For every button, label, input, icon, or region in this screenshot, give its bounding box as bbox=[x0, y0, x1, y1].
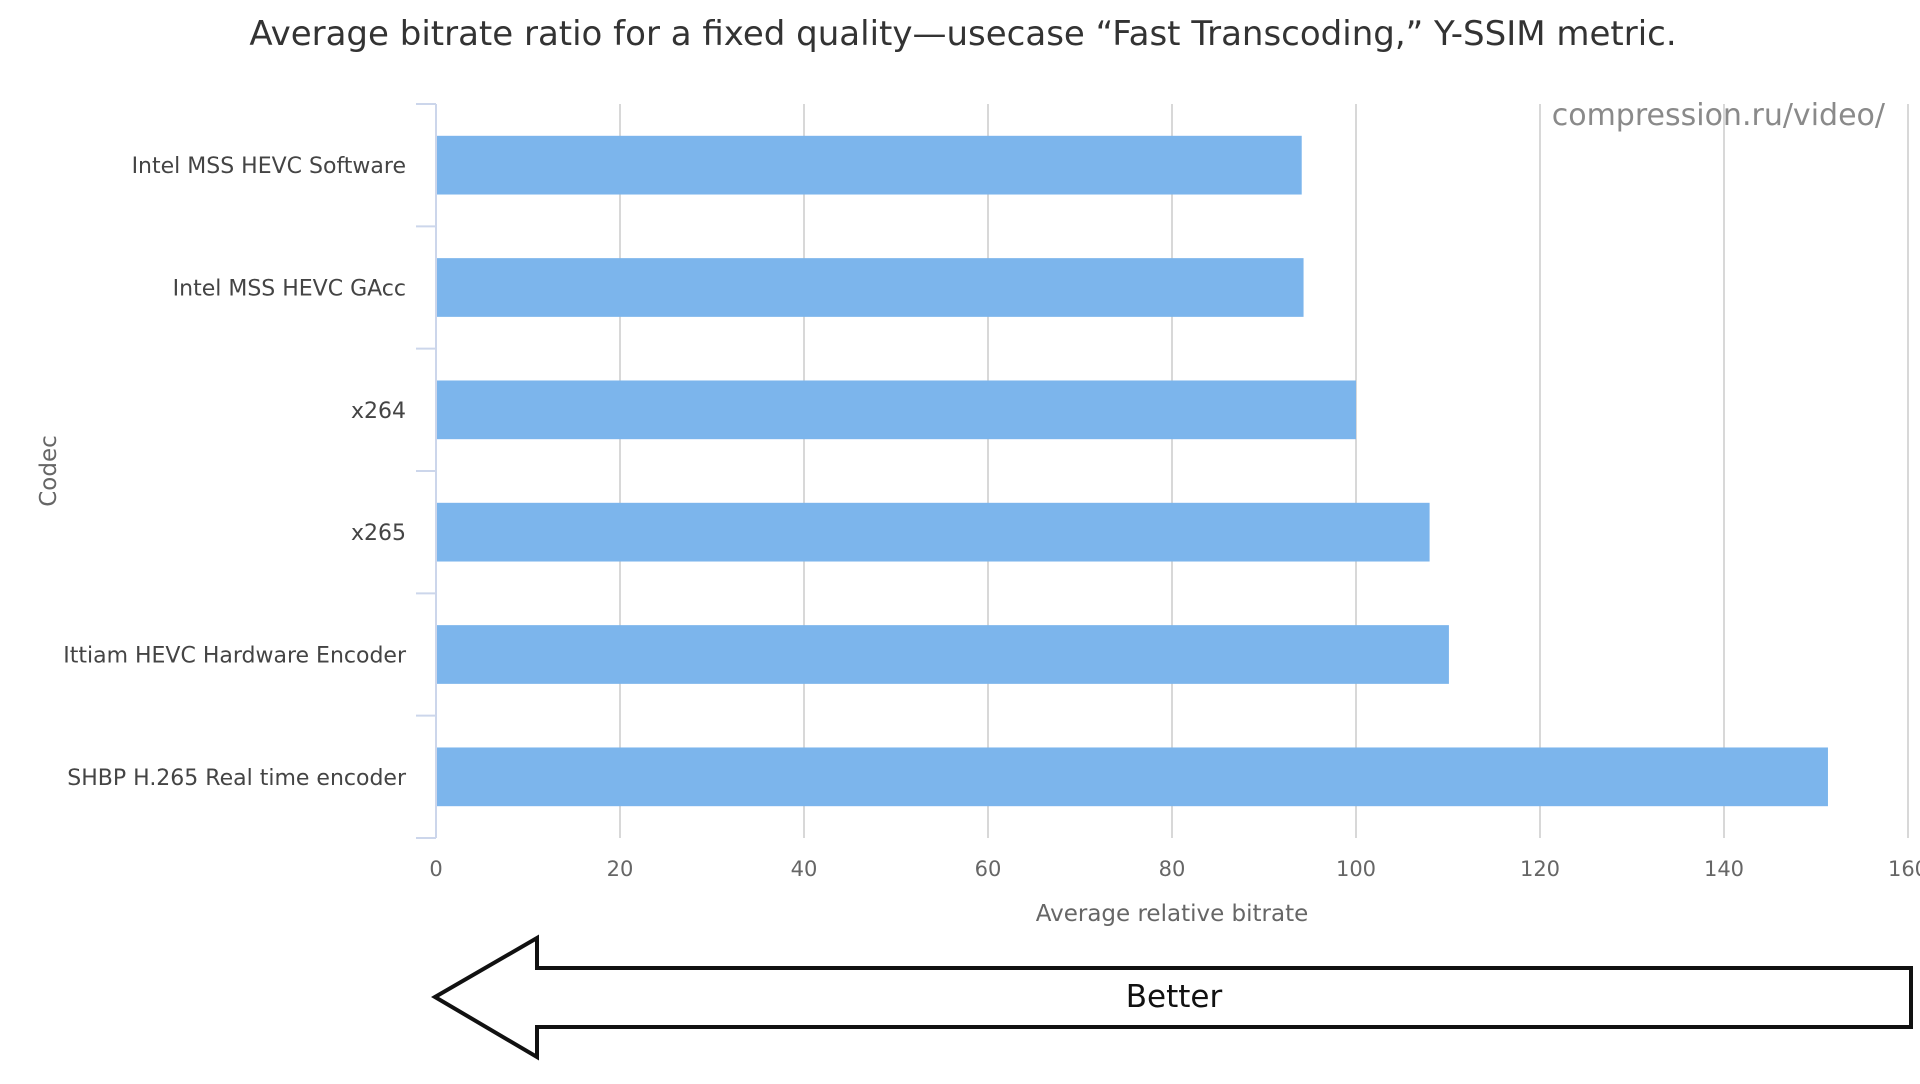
better-arrow-label: Better bbox=[1126, 979, 1223, 1015]
category-label: Ittiam HEVC Hardware Encoder bbox=[63, 644, 407, 669]
x-tick-label: 60 bbox=[975, 857, 1002, 881]
watermark-text: compression.ru/video/ bbox=[1552, 98, 1886, 133]
category-label: SHBP H.265 Real time encoder bbox=[67, 766, 407, 791]
bars bbox=[436, 135, 1828, 807]
chart-title: Average bitrate ratio for a fixed qualit… bbox=[249, 14, 1676, 54]
x-tick-labels: 0 20 40 60 80 100 120 140 160 bbox=[429, 857, 1920, 881]
better-arrow-icon bbox=[431, 934, 1913, 1061]
bar bbox=[436, 135, 1302, 195]
x-tick-label: 120 bbox=[1520, 857, 1560, 881]
x-tick-label: 80 bbox=[1159, 857, 1186, 881]
x-tick-label: 140 bbox=[1704, 857, 1744, 881]
x-tick-label: 0 bbox=[429, 857, 442, 881]
y-axis-title: Codec bbox=[36, 435, 62, 507]
bar bbox=[436, 747, 1828, 807]
category-label: x265 bbox=[351, 521, 406, 546]
x-axis-title: Average relative bitrate bbox=[1036, 901, 1309, 927]
category-label: Intel MSS HEVC GAcc bbox=[173, 277, 406, 302]
x-tick-label: 40 bbox=[791, 857, 818, 881]
bar bbox=[436, 380, 1356, 440]
x-tick-label: 100 bbox=[1336, 857, 1376, 881]
category-label: x264 bbox=[351, 399, 406, 424]
bar bbox=[436, 625, 1449, 684]
bar bbox=[436, 258, 1304, 317]
axes bbox=[416, 103, 437, 839]
category-label: Intel MSS HEVC Software bbox=[132, 154, 406, 179]
x-tick-label: 20 bbox=[607, 857, 634, 881]
bar bbox=[436, 502, 1430, 562]
gridlines bbox=[619, 104, 1909, 838]
category-labels: Intel MSS HEVC Software Intel MSS HEVC GA… bbox=[63, 154, 407, 791]
x-tick-label: 160 bbox=[1888, 857, 1920, 881]
